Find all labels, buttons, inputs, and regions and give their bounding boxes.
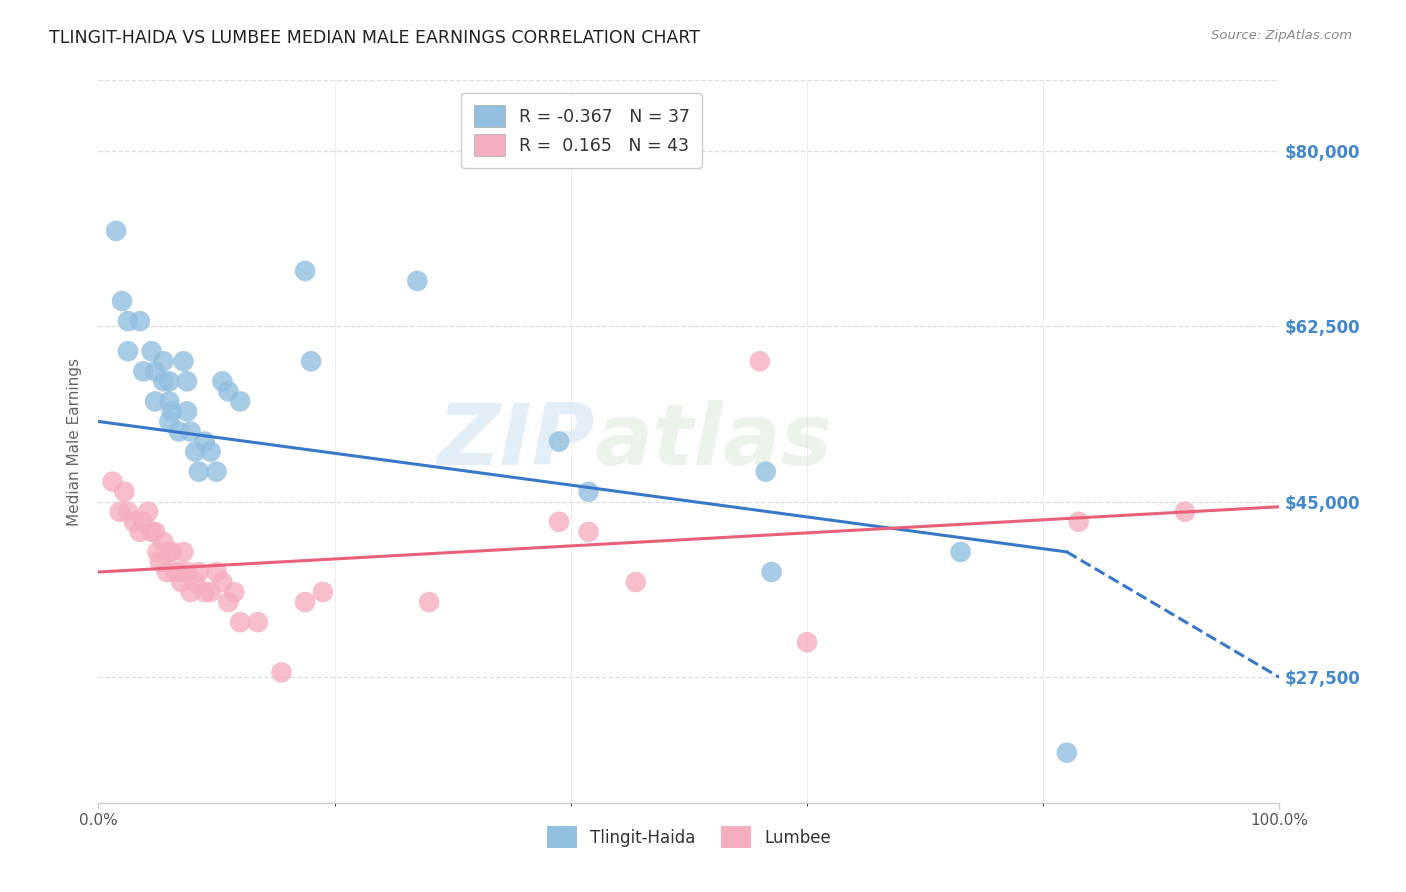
Point — [167, 425, 190, 439]
Point — [176, 565, 198, 579]
Point — [170, 574, 193, 589]
Point — [548, 434, 571, 449]
Point — [755, 465, 778, 479]
Point — [117, 314, 139, 328]
Point — [152, 534, 174, 549]
Point — [111, 293, 134, 308]
Point — [143, 524, 166, 539]
Point — [136, 505, 159, 519]
Point — [949, 545, 972, 559]
Point — [146, 545, 169, 559]
Point — [128, 314, 150, 328]
Point — [180, 585, 202, 599]
Point — [229, 394, 252, 409]
Point — [205, 465, 228, 479]
Point — [112, 484, 135, 499]
Legend: Tlingit-Haida, Lumbee: Tlingit-Haida, Lumbee — [536, 814, 842, 860]
Point — [143, 364, 166, 378]
Point — [141, 524, 163, 539]
Point — [117, 505, 139, 519]
Point — [157, 414, 180, 428]
Point — [156, 565, 179, 579]
Point — [312, 585, 335, 599]
Point — [217, 595, 239, 609]
Point — [143, 394, 166, 409]
Point — [229, 615, 252, 630]
Point — [418, 595, 440, 609]
Point — [172, 545, 194, 559]
Text: atlas: atlas — [595, 400, 832, 483]
Point — [294, 595, 316, 609]
Point — [187, 565, 209, 579]
Point — [122, 515, 145, 529]
Point — [160, 404, 183, 418]
Point — [1067, 515, 1090, 529]
Point — [108, 505, 131, 519]
Point — [105, 224, 128, 238]
Point — [578, 524, 600, 539]
Point — [211, 574, 233, 589]
Point — [184, 444, 207, 458]
Point — [187, 465, 209, 479]
Point — [246, 615, 269, 630]
Point — [132, 515, 155, 529]
Point — [406, 274, 429, 288]
Point — [167, 565, 190, 579]
Point — [165, 565, 187, 579]
Point — [1174, 505, 1197, 519]
Point — [217, 384, 239, 399]
Point — [184, 574, 207, 589]
Point — [176, 404, 198, 418]
Point — [200, 444, 222, 458]
Point — [157, 545, 180, 559]
Point — [796, 635, 818, 649]
Y-axis label: Median Male Earnings: Median Male Earnings — [67, 358, 83, 525]
Point — [748, 354, 770, 368]
Point — [176, 374, 198, 388]
Point — [172, 354, 194, 368]
Point — [152, 354, 174, 368]
Point — [270, 665, 292, 680]
Point — [132, 364, 155, 378]
Point — [152, 374, 174, 388]
Point — [180, 425, 202, 439]
Text: ZIP: ZIP — [437, 400, 595, 483]
Point — [149, 555, 172, 569]
Text: Source: ZipAtlas.com: Source: ZipAtlas.com — [1212, 29, 1353, 42]
Point — [141, 344, 163, 359]
Point — [101, 475, 124, 489]
Point — [299, 354, 322, 368]
Point — [578, 484, 600, 499]
Point — [548, 515, 571, 529]
Point — [194, 434, 217, 449]
Point — [117, 344, 139, 359]
Point — [761, 565, 783, 579]
Point — [157, 374, 180, 388]
Text: TLINGIT-HAIDA VS LUMBEE MEDIAN MALE EARNINGS CORRELATION CHART: TLINGIT-HAIDA VS LUMBEE MEDIAN MALE EARN… — [49, 29, 700, 46]
Point — [294, 264, 316, 278]
Point — [1056, 746, 1078, 760]
Point — [205, 565, 228, 579]
Point — [194, 585, 217, 599]
Point — [200, 585, 222, 599]
Point — [160, 545, 183, 559]
Point — [224, 585, 246, 599]
Point — [157, 394, 180, 409]
Point — [211, 374, 233, 388]
Point — [128, 524, 150, 539]
Point — [624, 574, 647, 589]
